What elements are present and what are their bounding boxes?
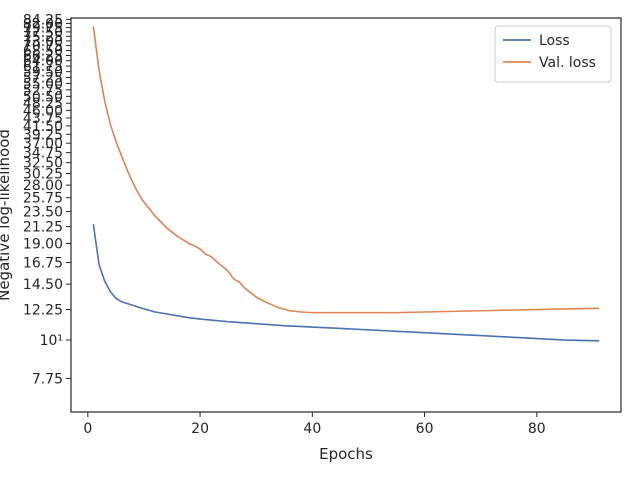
y-tick-label: 34.75 — [23, 146, 63, 162]
legend-label: Val. loss — [539, 55, 596, 71]
y-tick-label: 64.00 — [23, 54, 63, 70]
y-axis-label: Negative log-likelihood — [0, 129, 13, 301]
y-tick-label: 73.00 — [23, 34, 63, 50]
x-tick-label: 60 — [416, 421, 434, 437]
y-tick-label: 75.25 — [23, 29, 63, 45]
y-tick-label: 52.75 — [23, 83, 63, 99]
y-tick-label: 68.50 — [23, 43, 63, 59]
y-tick-label: 23.50 — [23, 204, 63, 220]
y-tick-label: 46.00 — [23, 103, 63, 119]
y-tick-label: 50.50 — [23, 89, 63, 105]
y-tick-label: 25.75 — [23, 191, 63, 207]
y-tick-label: 61.75 — [23, 59, 63, 75]
y-tick-label: 32.50 — [23, 156, 63, 172]
y-tick-label: 43.75 — [23, 111, 63, 127]
y-tick-label: 66.25 — [23, 49, 63, 65]
x-tick-label: 20 — [191, 421, 209, 437]
y-tick-label: 19.00 — [23, 236, 63, 252]
y-tick-label: 41.50 — [23, 119, 63, 135]
y-tick-label: 70.75 — [23, 39, 63, 55]
x-tick-label: 80 — [528, 421, 546, 437]
y-tick-label: 37.00 — [23, 136, 63, 152]
y-axis: 7.75 10¹ 12.25 14.50 16.75 19.0021.2523.5025.… — [23, 12, 71, 387]
y-tick-label: 79.75 — [23, 21, 63, 37]
y-tick-label: 82.00 — [23, 16, 63, 32]
y-tick-label: 7.75 — [32, 371, 63, 387]
y-tick-label: 28.00 — [23, 178, 63, 194]
y-tick-label: 12.25 — [23, 303, 63, 319]
x-axis-label: Epochs — [319, 445, 373, 463]
x-tick-label: 0 — [83, 421, 92, 437]
y-tick-label: 55.00 — [23, 77, 63, 93]
series-layer — [92, 26, 600, 342]
legend: Loss Val. loss — [494, 25, 612, 83]
y-tick-label: 39.25 — [23, 127, 63, 143]
legend-label: Loss — [539, 33, 570, 49]
series-line-0 — [92, 224, 600, 342]
y-tick-label: 10¹ — [40, 333, 63, 349]
y-tick-label: 84.25 — [23, 12, 63, 28]
series-line-1 — [92, 26, 600, 314]
y-tick-label: 21.25 — [23, 220, 63, 236]
y-tick-label: 16.75 — [23, 255, 63, 271]
y-tick-label: 77.50 — [23, 25, 63, 41]
y-tick-label: 59.50 — [23, 65, 63, 81]
y-tick-label: 14.50 — [23, 277, 63, 293]
y-tick-label: 48.25 — [23, 96, 63, 112]
y-tick-label: 30.25 — [23, 166, 63, 182]
plot-frame — [70, 17, 622, 413]
x-tick-label: 40 — [303, 421, 321, 437]
y-tick-label: 57.25 — [23, 70, 63, 86]
x-axis: 0 20 40 60 80 — [83, 412, 546, 437]
